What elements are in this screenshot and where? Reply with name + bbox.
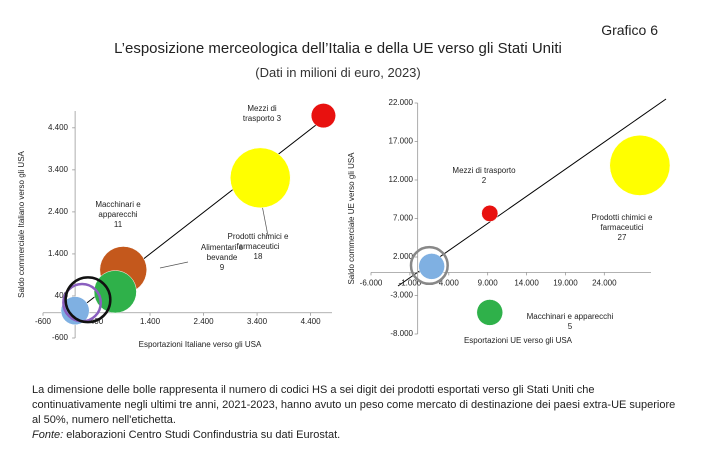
trend-line [397, 98, 667, 287]
x-tick-label: 24.000 [592, 279, 617, 288]
bubble [418, 253, 445, 280]
chart: -600 400 1.400 2.400 3.400 4.400-6004001.4002… [17, 103, 336, 349]
x-axis-label: Esportazioni Italiane verso gli USA [139, 340, 262, 349]
y-tick-label: 4.400 [48, 123, 69, 132]
bubble-name: Macchinari e apparecchi [95, 200, 141, 219]
x-tick-label: 9.000 [478, 279, 499, 288]
bubble-name: Prodotti chimici e farmaceutici [227, 232, 289, 251]
bubble-name: Macchinari e apparecchi [526, 312, 614, 321]
y-tick-label: 22.000 [389, 98, 414, 107]
bubble-name: Mezzi di trasporto [242, 104, 277, 123]
bubble-size: 11 [113, 220, 123, 229]
x-tick-label: 1.400 [140, 317, 161, 326]
bubble [409, 245, 449, 286]
bubble [93, 270, 137, 314]
y-tick-label: 400 [55, 291, 69, 300]
subtitle: (Dati in milioni di euro, 2023) [255, 65, 421, 80]
y-axis-label: Saldo commerciale UE verso gli USA [347, 152, 356, 285]
bubble-size: 5 [567, 322, 573, 331]
x-tick-label: 4.000 [439, 279, 460, 288]
x-tick-label: -6.000 [360, 279, 383, 288]
y-tick-label: 2.400 [48, 207, 69, 216]
bubble [609, 134, 671, 196]
x-tick-label: -600 [35, 317, 52, 326]
y-tick-label: 2.000 [393, 252, 414, 261]
bubble-label: Mezzi di trasporto 2 [444, 166, 524, 186]
y-tick-label: 7.000 [393, 214, 414, 223]
leader-line [261, 204, 269, 237]
bubble-label: Alimentari e bevande 9 [194, 243, 250, 273]
x-tick-label: 3.400 [247, 317, 268, 326]
x-tick-label: -1.000 [399, 279, 422, 288]
y-tick-label: 1.400 [48, 249, 69, 258]
title: L’esposizione merceologica dell’Italia e… [114, 40, 562, 57]
y-axis-label: Saldo commerciale Italiano verso gli USA [17, 150, 26, 297]
bubble [230, 147, 291, 209]
bubble-size: 27 [617, 233, 627, 242]
x-tick-label: 4.400 [301, 317, 322, 326]
bubble-name: Prodotti chimici e farmaceutici [591, 213, 653, 232]
bubble-size: 18 [253, 252, 263, 261]
bubble-label: Prodotti chimici e farmaceutici 27 [582, 213, 662, 243]
x-tick-label: 19.000 [553, 279, 578, 288]
figure-label: Grafico 6 [601, 22, 658, 38]
chart: -6.000 -1.000 4.000 9.000 14.000 19.000 24.000… [347, 98, 671, 345]
bubble [64, 276, 112, 324]
bubble-name: Alimentari e bevande [200, 243, 244, 262]
bubble-name: Mezzi di trasporto [452, 166, 516, 175]
bubble [476, 299, 503, 326]
bubble [481, 204, 499, 222]
bubble-size: 9 [219, 263, 225, 272]
charts: -600 400 1.400 2.400 3.400 4.400-6004001.4002… [17, 98, 671, 349]
note: La dimensione delle bolle rappresenta il… [32, 384, 676, 426]
bubble-label: Macchinari e apparecchi 11 [88, 200, 148, 230]
leader-line [159, 261, 189, 269]
source-text: elaborazioni Centro Studi Confindustria … [66, 429, 341, 441]
y-tick-label: -600 [52, 333, 69, 342]
source-label: Fonte: [32, 429, 64, 441]
y-tick-label: -8.000 [390, 329, 413, 338]
bubble-size: 3 [276, 114, 282, 123]
y-tick-label: 12.000 [389, 175, 414, 184]
source: Fonte: elaborazioni Centro Studi Confind… [32, 428, 682, 443]
bubble-label: Prodotti chimici e farmaceutici 18 [218, 232, 298, 262]
bubble-label: Mezzi di trasporto 3 [238, 104, 286, 124]
y-tick-label: -3.000 [390, 291, 413, 300]
x-tick-label: 2.400 [194, 317, 215, 326]
bubble [60, 296, 90, 326]
x-tick-label: 14.000 [514, 279, 539, 288]
footnote: La dimensione delle bolle rappresenta il… [32, 383, 682, 443]
bubble-label: Macchinari e apparecchi 5 [510, 312, 630, 332]
y-tick-label: 17.000 [389, 137, 414, 146]
y-tick-label: 3.400 [48, 165, 69, 174]
bubble [310, 103, 336, 129]
bubble-size: 2 [481, 176, 487, 185]
x-axis-label: Esportazioni UE verso gli USA [464, 336, 573, 345]
